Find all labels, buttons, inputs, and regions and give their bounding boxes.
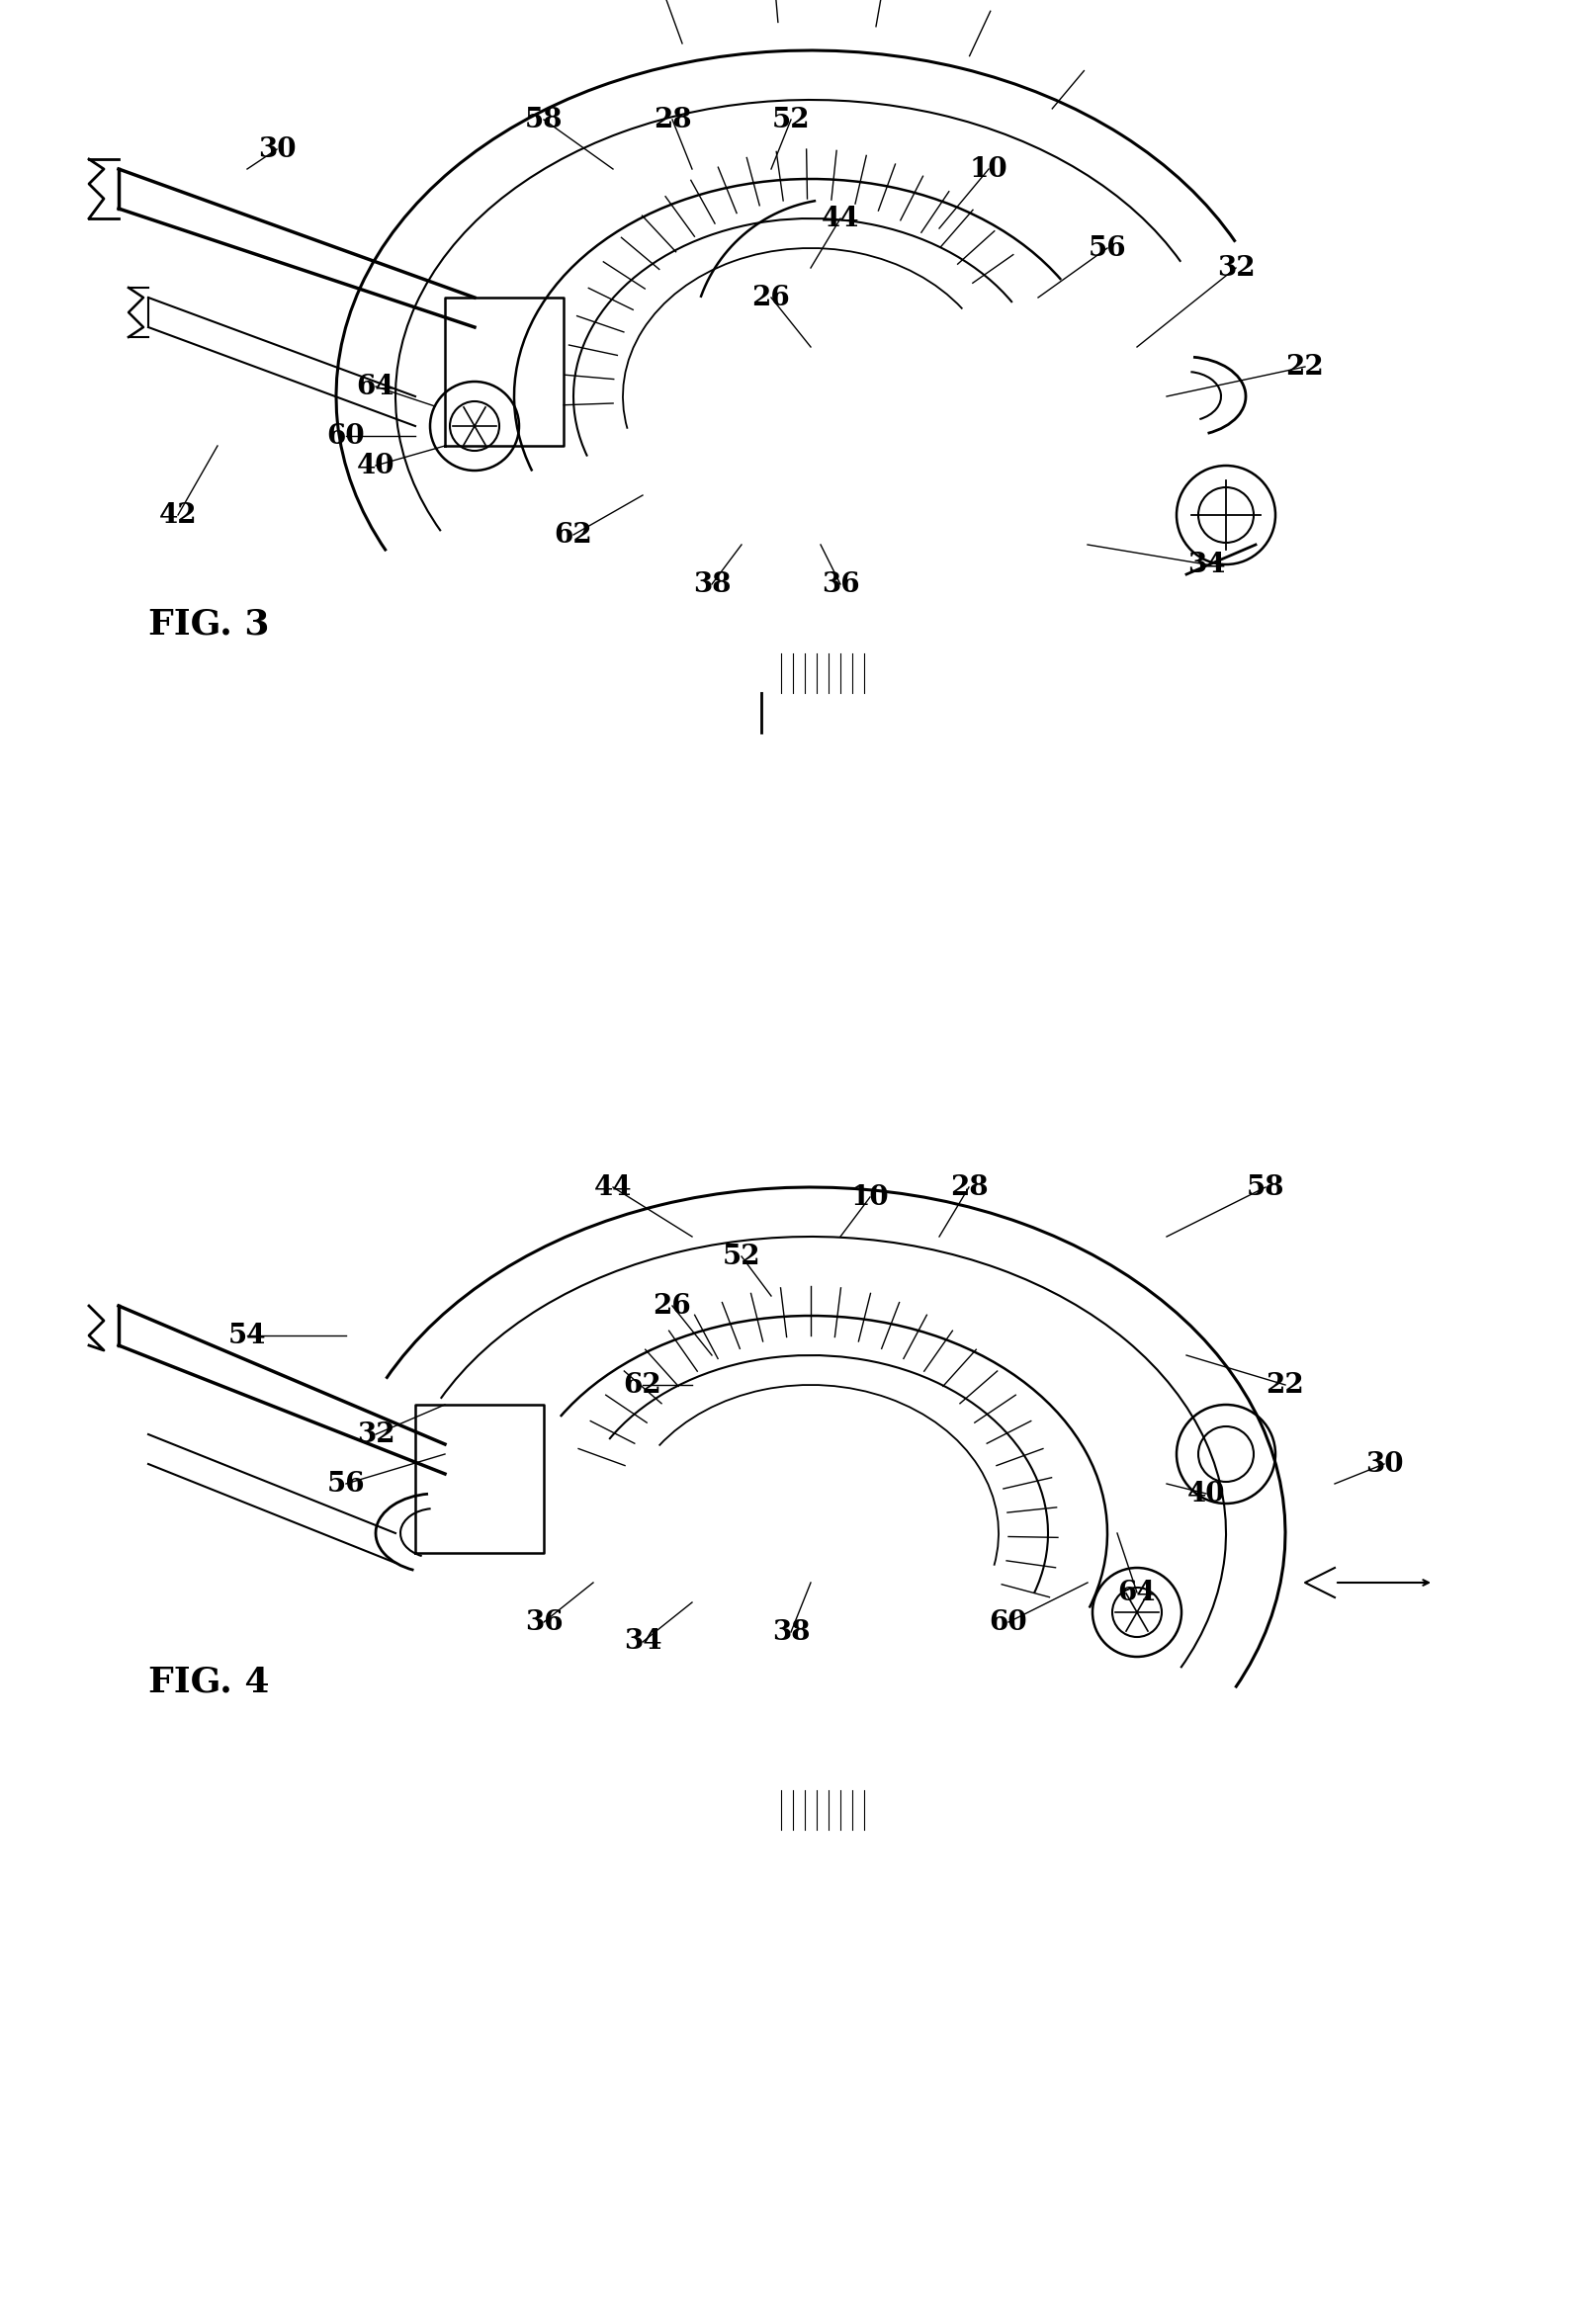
Text: 36: 36 — [524, 1608, 563, 1636]
Text: FIG. 3: FIG. 3 — [148, 607, 269, 641]
Text: 60: 60 — [327, 423, 365, 449]
Text: 32: 32 — [1217, 256, 1254, 281]
Text: 44: 44 — [593, 1174, 633, 1202]
Text: 58: 58 — [524, 107, 563, 132]
Text: 56: 56 — [1088, 235, 1127, 263]
Text: 10: 10 — [970, 156, 1007, 181]
Text: 62: 62 — [623, 1371, 661, 1399]
Text: 60: 60 — [990, 1608, 1028, 1636]
Text: 34: 34 — [1187, 551, 1225, 579]
Text: 40: 40 — [1187, 1480, 1225, 1506]
Text: 54: 54 — [228, 1322, 266, 1348]
Text: 56: 56 — [327, 1471, 365, 1497]
Text: 38: 38 — [693, 572, 730, 597]
Text: 26: 26 — [752, 284, 790, 311]
Text: 10: 10 — [852, 1183, 889, 1211]
Text: 28: 28 — [949, 1174, 988, 1202]
Text: 64: 64 — [1118, 1578, 1155, 1606]
Text: FIG. 4: FIG. 4 — [148, 1664, 269, 1699]
Text: 26: 26 — [653, 1292, 691, 1320]
Text: 22: 22 — [1286, 353, 1324, 381]
Text: 64: 64 — [357, 374, 395, 400]
Text: 38: 38 — [771, 1620, 811, 1645]
Text: 30: 30 — [258, 135, 296, 163]
Text: 40: 40 — [357, 453, 395, 479]
Text: 42: 42 — [159, 502, 197, 528]
Text: 44: 44 — [822, 205, 859, 232]
Text: 36: 36 — [822, 572, 859, 597]
Text: 34: 34 — [623, 1629, 661, 1655]
Text: 28: 28 — [653, 107, 691, 132]
Text: 32: 32 — [357, 1420, 395, 1448]
Text: 22: 22 — [1265, 1371, 1305, 1399]
Text: 62: 62 — [554, 521, 592, 548]
Text: 52: 52 — [722, 1243, 760, 1269]
Text: 58: 58 — [1247, 1174, 1284, 1202]
Text: 30: 30 — [1365, 1450, 1402, 1478]
Text: 52: 52 — [771, 107, 811, 132]
